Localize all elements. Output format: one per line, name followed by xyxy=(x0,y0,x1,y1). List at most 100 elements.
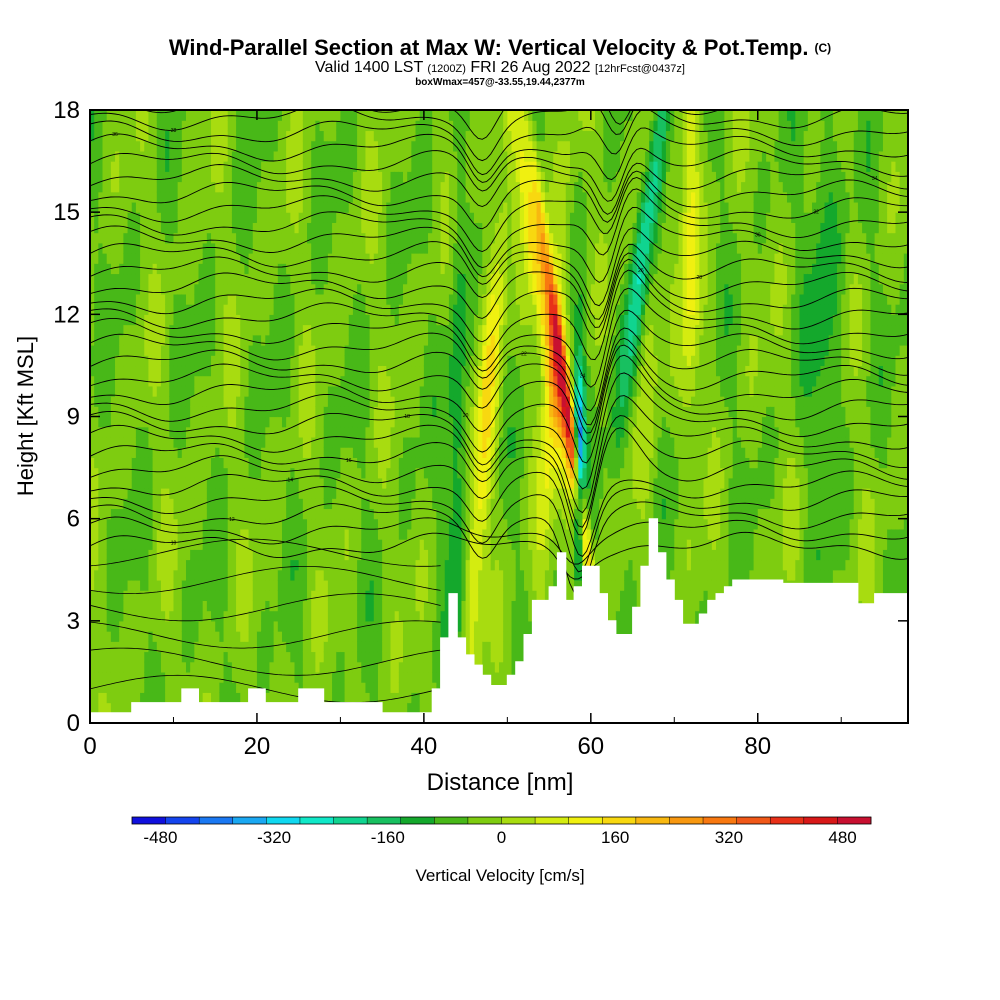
velocity-cell xyxy=(140,344,145,356)
velocity-cell xyxy=(194,682,200,693)
velocity-cell xyxy=(173,242,179,254)
velocity-cell xyxy=(294,314,300,326)
velocity-cell xyxy=(248,344,254,356)
velocity-cell xyxy=(90,232,95,244)
velocity-cell xyxy=(240,569,246,581)
velocity-cell xyxy=(352,579,358,591)
velocity-cell xyxy=(281,120,287,132)
velocity-cell xyxy=(311,569,316,581)
velocity-cell xyxy=(386,375,392,387)
velocity-cell xyxy=(332,426,337,438)
velocity-cell xyxy=(190,110,195,121)
velocity-cell xyxy=(269,528,275,540)
velocity-cell xyxy=(177,590,183,601)
velocity-cell xyxy=(411,201,417,213)
velocity-cell xyxy=(169,140,175,152)
velocity-cell xyxy=(315,365,321,377)
velocity-cell xyxy=(181,263,187,275)
velocity-cell xyxy=(160,579,166,591)
velocity-cell xyxy=(185,201,191,213)
velocity-cell xyxy=(315,559,321,571)
velocity-cell xyxy=(294,477,300,489)
velocity-cell xyxy=(419,631,425,642)
velocity-cell xyxy=(190,406,195,418)
velocity-cell xyxy=(361,641,367,653)
velocity-cell xyxy=(194,631,200,642)
velocity-cell xyxy=(290,579,296,591)
velocity-cell xyxy=(390,579,396,591)
velocity-cell xyxy=(135,181,141,193)
velocity-cell xyxy=(398,457,404,469)
velocity-cell xyxy=(252,324,258,336)
velocity-cell xyxy=(119,477,124,489)
velocity-cell xyxy=(140,191,145,203)
velocity-cell xyxy=(336,355,342,367)
velocity-cell xyxy=(140,508,145,520)
velocity-cell xyxy=(202,242,208,254)
velocity-cell xyxy=(373,110,379,121)
velocity-cell xyxy=(302,385,308,397)
velocity-cell xyxy=(386,140,392,152)
velocity-cell xyxy=(265,263,271,275)
velocity-cell xyxy=(319,365,325,377)
velocity-cell xyxy=(394,661,400,673)
velocity-cell xyxy=(373,201,379,213)
velocity-cell xyxy=(332,539,337,550)
velocity-cell xyxy=(223,579,229,591)
velocity-cell xyxy=(185,528,191,540)
velocity-cell xyxy=(302,488,308,499)
velocity-cell xyxy=(144,273,150,285)
velocity-cell xyxy=(144,171,150,183)
velocity-cell xyxy=(273,181,279,193)
velocity-cell xyxy=(261,314,266,326)
velocity-cell xyxy=(423,273,429,285)
velocity-cell xyxy=(407,293,412,305)
velocity-cell xyxy=(432,181,437,193)
velocity-cell xyxy=(307,610,312,622)
velocity-cell xyxy=(227,406,233,418)
velocity-cell xyxy=(244,324,250,336)
velocity-cell xyxy=(144,651,150,663)
velocity-cell xyxy=(244,539,250,550)
velocity-cell xyxy=(419,273,425,285)
velocity-cell xyxy=(98,375,104,387)
velocity-cell xyxy=(319,671,325,683)
velocity-cell xyxy=(340,355,346,367)
velocity-cell xyxy=(290,263,296,275)
velocity-cell xyxy=(110,569,116,581)
velocity-cell xyxy=(436,661,442,673)
velocity-cell xyxy=(160,457,166,469)
velocity-cell xyxy=(281,671,287,683)
velocity-cell xyxy=(407,273,412,285)
velocity-cell xyxy=(419,181,425,193)
velocity-cell xyxy=(273,610,279,622)
velocity-cell xyxy=(265,171,271,183)
velocity-cell xyxy=(269,436,275,448)
velocity-cell xyxy=(135,222,141,234)
velocity-cell xyxy=(373,150,379,162)
velocity-cell xyxy=(165,365,170,377)
velocity-cell xyxy=(286,579,291,591)
velocity-cell xyxy=(277,344,283,356)
velocity-cell xyxy=(244,293,250,305)
velocity-cell xyxy=(252,140,258,152)
velocity-cell xyxy=(181,171,187,183)
velocity-cell xyxy=(277,559,283,571)
velocity-cell xyxy=(190,385,195,397)
velocity-cell xyxy=(190,467,195,479)
velocity-cell xyxy=(156,508,162,520)
velocity-cell xyxy=(190,334,195,346)
velocity-cell xyxy=(307,365,312,377)
velocity-cell xyxy=(119,620,124,632)
velocity-cell xyxy=(302,150,308,162)
velocity-cell xyxy=(269,651,275,663)
velocity-cell xyxy=(394,344,400,356)
velocity-cell xyxy=(273,293,279,305)
velocity-cell xyxy=(123,232,129,244)
velocity-cell xyxy=(131,181,137,193)
velocity-cell xyxy=(244,150,250,162)
velocity-cell xyxy=(106,396,112,407)
velocity-cell xyxy=(231,406,237,418)
velocity-cell xyxy=(298,324,304,336)
velocity-cell xyxy=(428,396,433,407)
